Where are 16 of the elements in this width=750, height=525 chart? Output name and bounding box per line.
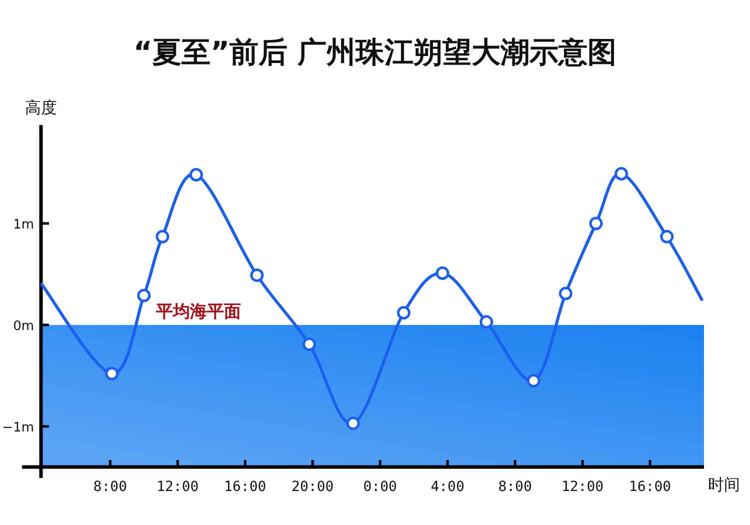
x-tick-label: 0:00 xyxy=(363,479,397,495)
band-label: 平均海平面 xyxy=(155,302,241,322)
y-axis-title: 高度 xyxy=(25,98,57,117)
y-tick-label: −1m xyxy=(2,420,34,436)
chart-title: “夏至”前后 广州珠江朔望大潮示意图 xyxy=(133,35,617,69)
x-tick-label: 4:00 xyxy=(430,479,464,495)
x-axis-title: 时间 xyxy=(708,475,740,494)
x-tick-label: 16:00 xyxy=(628,479,672,495)
x-tick-label: 16:00 xyxy=(224,479,266,495)
x-tick-label: 12:00 xyxy=(156,479,199,495)
x-tick-label: 20:00 xyxy=(292,479,334,495)
x-tick-label: 12:00 xyxy=(561,479,604,495)
y-tick-label: 1m xyxy=(13,217,34,232)
x-tick-label: 8:00 xyxy=(498,479,532,495)
x-tick-label: 8:00 xyxy=(93,479,128,495)
y-tick-label: 0m xyxy=(13,318,34,334)
